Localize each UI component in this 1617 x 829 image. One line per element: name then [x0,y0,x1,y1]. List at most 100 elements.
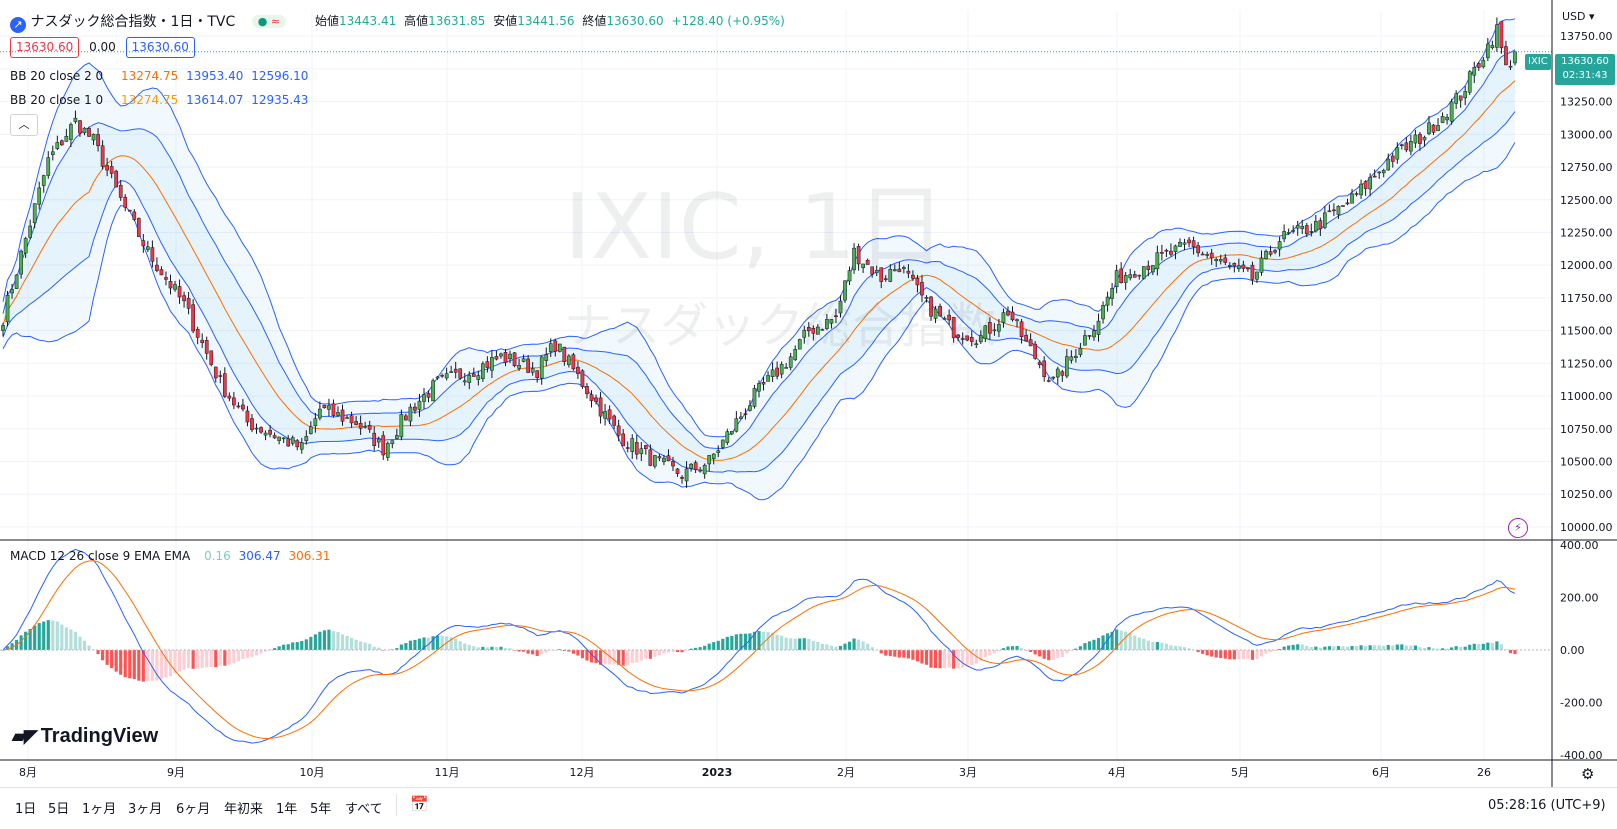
macd-hist-bar [1332,646,1336,650]
macd-hist-bar [1182,647,1187,650]
macd-hist-bar [128,650,132,679]
macd-hist-bar [245,650,250,659]
candle-body [1141,266,1146,279]
macd-hist-bar [223,650,227,666]
candle-body [992,329,997,332]
macd-tick-label: -200.00 [1560,696,1602,709]
candle-body [906,270,911,274]
candle-body [250,418,254,430]
macd-hist-bar [37,623,41,650]
candle-body [1282,231,1286,240]
macd-hist-bar [526,650,530,654]
candle-body [132,211,137,220]
candle-body [929,296,933,317]
candle-body [1277,241,1282,250]
candle-body [1001,312,1006,323]
candle-body [725,431,730,443]
candle-body [440,374,444,377]
tradingview-logo[interactable]: ▰◤ TradingView [12,725,158,748]
timeframe-1y[interactable]: 1年 [276,802,298,817]
collapse-legend-button[interactable]: ︿ [10,114,38,136]
candle-body [834,315,838,317]
candle-body [1436,125,1440,132]
macd-hist-bar [1173,645,1178,650]
candle-body [571,354,576,370]
candle-body [1028,339,1033,347]
market-status-badge[interactable]: ● ≈ [251,15,287,28]
candle-body [612,415,616,426]
candle-body [671,461,675,467]
candle-body [933,308,938,319]
candle-body [562,346,567,362]
candle-body [847,270,852,282]
macd-hist-bar [78,636,82,650]
timeframe-6m[interactable]: 6ヶ月 [176,802,211,817]
macd-hist-bar [739,633,743,650]
macd-hist-bar [155,650,159,681]
candle-body [1010,311,1015,321]
macd-hist-bar [961,650,965,668]
symbol-header[interactable]: ↗ ナスダック総合指数・1日・TVC ● ≈ [10,11,287,33]
candle-body [1327,210,1332,213]
macd-hist-bar [141,650,145,682]
macd-hist-bar [933,650,938,668]
candle-body [911,274,915,279]
candle-body [1087,335,1092,337]
candle-body [1295,225,1300,229]
candle-body [413,406,417,411]
macd-hist-bar [1228,650,1232,660]
macd-hist-bar [943,650,947,669]
calendar-icon[interactable]: 📅 [410,795,429,813]
timeframe-1d[interactable]: 1日 [15,802,37,817]
candle-body [1101,305,1105,320]
lightning-icon[interactable]: ⚡ [1508,518,1528,538]
macd-hist-bar [807,639,811,650]
macd-hist-bar [377,647,381,650]
candle-body [227,395,232,399]
candle-body [91,133,96,141]
candle-body [1060,371,1065,376]
macd-hist-bar [42,621,46,650]
timeframe-5d[interactable]: 5日 [48,802,70,817]
spread-value: 0.00 [89,40,116,54]
timeframe-ytd[interactable]: 年初来 [224,802,264,817]
gear-icon[interactable]: ⚙ [1581,765,1595,783]
bb2-lower: 12596.10 [251,69,309,83]
timeframe-3m[interactable]: 3ヶ月 [128,802,163,817]
macd-hist-bar [182,650,186,670]
macd-hist-bar [589,650,594,663]
clock-timezone[interactable]: 05:28:16 (UTC+9) [1488,798,1606,813]
candle-body [530,368,535,373]
high-label: 高値 [404,14,429,28]
candle-body [1350,193,1354,204]
timeframe-1m[interactable]: 1ヶ月 [82,802,117,817]
currency-label[interactable]: USD ▾ [1562,10,1595,23]
candle-body [367,425,372,430]
macd-hist-bar [440,635,444,650]
macd-hist-bar [236,650,240,662]
timeframe-5y[interactable]: 5年 [310,802,332,817]
macd-hist-bar [1477,643,1481,650]
candle-body [508,353,512,359]
macd-hist-bar [689,648,693,650]
macd-hist-bar [793,638,797,650]
macd-hist-bar [399,644,403,650]
candle-body [259,427,263,433]
candle-body [1119,268,1123,284]
macd-legend[interactable]: MACD 12 26 close 9 EMA EMA 0.16 306.47 3… [10,549,330,563]
sell-button[interactable]: 13630.60 [10,37,80,58]
macd-hist-bar [911,650,915,660]
candle-body [1345,202,1350,205]
candle-body [1191,240,1196,248]
timeframe-all[interactable]: すべて [345,802,383,817]
macd-hist-bar [1373,645,1377,650]
macd-hist-bar [1051,650,1055,661]
bb2-legend[interactable]: BB 20 close 2 0 13274.75 13953.40 12596.… [10,69,308,83]
candle-body [417,400,422,410]
buy-button[interactable]: 13630.60 [125,37,195,58]
macd-hist-bar [906,650,910,659]
candle-body [481,363,485,380]
bb1-legend[interactable]: BB 20 close 1 0 13274.75 13614.07 12935.… [10,93,308,107]
macd-hist-bar [1431,648,1436,650]
